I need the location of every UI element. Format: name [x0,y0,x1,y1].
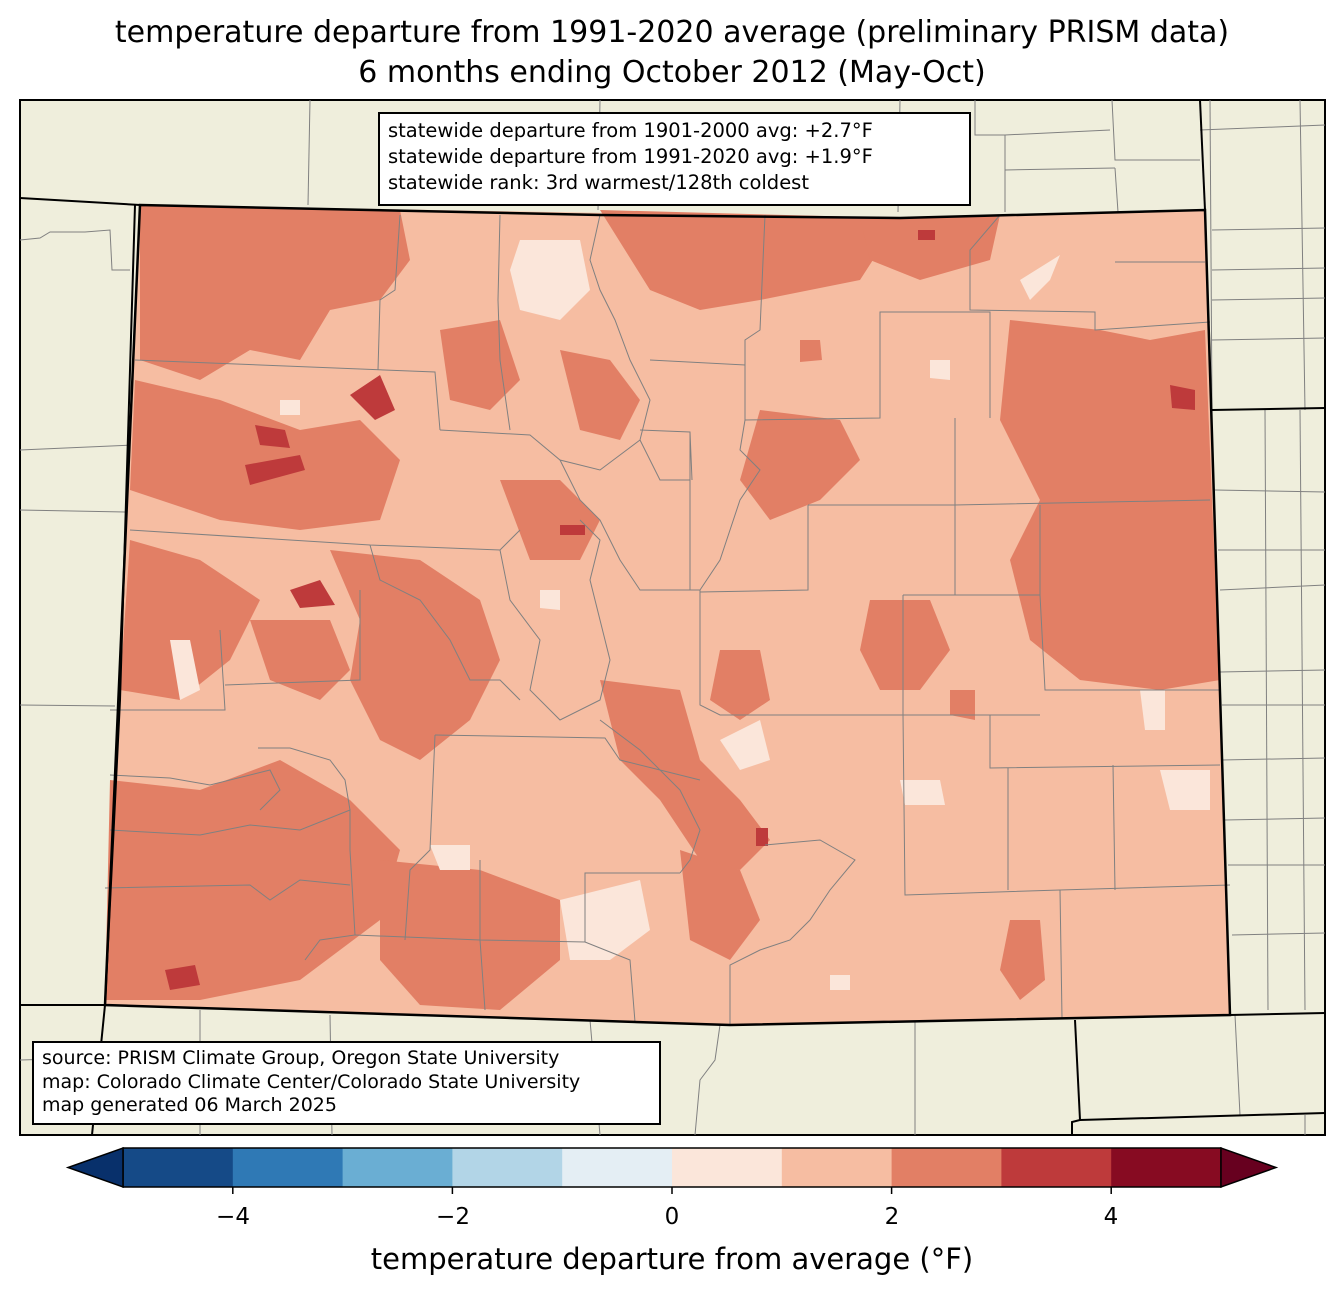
colorbar-bin [1001,1148,1112,1187]
colorbar-tick-label: 2 [884,1204,900,1230]
colorbar-bin [232,1148,344,1187]
colorbar-tick-label: −2 [436,1204,470,1230]
colorbar-bin [1111,1148,1222,1187]
colorbar-bin [781,1148,893,1187]
warm-regions-2-3 [105,205,1220,1010]
county-lines [104,214,1231,1025]
colorbar-label: temperature departure from average (°F) [370,1242,974,1276]
colorbar-bin [891,1148,1002,1187]
colorbar-bin [562,1148,673,1187]
stats-line-1901-2000: statewide departure from 1901-2000 avg: … [388,119,873,142]
colorbar-under-arrow [65,1146,124,1189]
colorbar-bin [123,1148,234,1187]
mild-regions-0-1 [170,240,1210,990]
colorbar-tick-label: 0 [664,1204,680,1230]
map-title: temperature departure from 1991-2020 ave… [114,15,1230,50]
generated-date-line: map generated 06 March 2025 [42,1094,337,1116]
map-subtitle: 6 months ending October 2012 (May-Oct) [358,55,986,90]
colorbar-over-arrow [1220,1146,1279,1189]
hot-regions-3-4 [165,230,1195,990]
source-line: source: PRISM Climate Group, Oregon Stat… [42,1047,560,1069]
stats-line-rank: statewide rank: 3rd warmest/128th coldes… [388,171,809,194]
statewide-stats-box: statewide departure from 1901-2000 avg: … [378,112,971,206]
colorbar-bin [452,1148,563,1187]
map-credit-line: map: Colorado Climate Center/Colorado St… [42,1070,581,1093]
colorbar-ticks [232,1187,1112,1194]
colorado-border [103,203,1232,1027]
colorbar-tick-label: 4 [1103,1204,1119,1230]
source-box: source: PRISM Climate Group, Oregon Stat… [32,1041,661,1125]
colorbar-bins [122,1147,1222,1188]
colorbar-bin [672,1148,783,1187]
stats-line-1991-2020: statewide departure from 1991-2020 avg: … [388,145,873,168]
colorbar-bin [342,1148,453,1187]
colorbar-tick-label: −4 [216,1204,250,1230]
